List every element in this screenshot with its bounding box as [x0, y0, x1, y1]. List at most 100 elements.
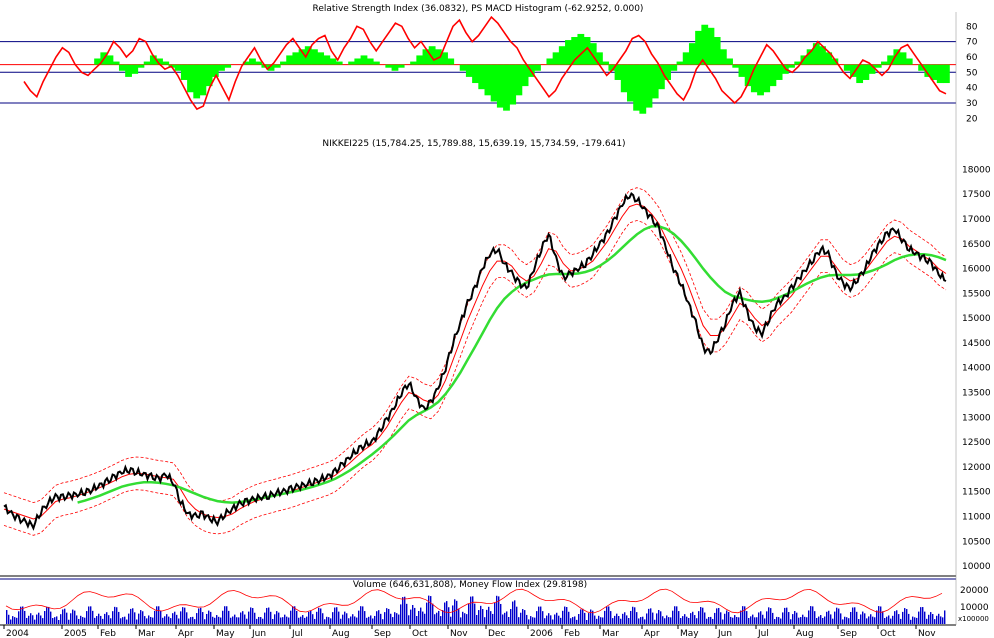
price-tick-label: 13000 — [962, 413, 991, 423]
volume-bar — [342, 614, 344, 624]
volume-bar — [62, 609, 64, 624]
volume-bar — [748, 617, 750, 624]
volume-bar — [266, 607, 268, 624]
histogram-bar — [695, 30, 702, 65]
price-tick-label: 16000 — [962, 265, 991, 275]
volume-bar — [540, 606, 542, 624]
volume-bar — [34, 619, 36, 624]
volume-bar — [508, 616, 510, 624]
volume-bar — [696, 618, 698, 624]
volume-bar — [798, 617, 800, 624]
volume-bar — [226, 606, 228, 624]
volume-bar — [166, 614, 168, 624]
volume-bar — [706, 618, 708, 624]
rsi-tick-label: 70 — [966, 38, 978, 48]
volume-bar — [94, 617, 96, 624]
histogram-bar — [156, 58, 163, 65]
histogram-bar — [304, 46, 312, 65]
price-tick-label: 15000 — [962, 314, 991, 324]
volume-bar — [160, 610, 162, 624]
volume-bar — [898, 614, 900, 624]
histogram-bar — [137, 64, 145, 68]
histogram-bar — [280, 61, 287, 65]
volume-bar — [534, 617, 536, 624]
volume-bar — [610, 611, 612, 624]
volume-bar — [222, 610, 224, 624]
volume-bar — [552, 619, 554, 624]
volume-bar — [434, 614, 436, 624]
volume-bar — [506, 611, 508, 624]
volume-bar — [232, 616, 234, 624]
rsi-tick-label: 50 — [966, 68, 978, 78]
volume-bar — [36, 614, 38, 624]
volume-bar — [616, 613, 618, 624]
volume-bar — [114, 606, 116, 624]
price-tick-label: 14000 — [962, 364, 991, 374]
histogram-bar — [620, 64, 628, 93]
volume-bar — [606, 606, 608, 624]
histogram-bar — [106, 55, 114, 65]
volume-bar — [100, 615, 102, 624]
histogram-bar — [329, 58, 337, 65]
histogram-bar — [434, 49, 442, 65]
histogram-bar — [571, 37, 579, 65]
volume-tick-label: 20000 — [960, 586, 989, 596]
volume-bar — [258, 616, 260, 624]
histogram-bar — [211, 64, 219, 77]
histogram-bar — [639, 64, 647, 114]
volume-bar — [722, 619, 724, 624]
volume-bar — [896, 610, 898, 624]
price-close-line — [3, 191, 947, 531]
volume-bar — [330, 618, 332, 624]
money-flow-index-line — [5, 588, 943, 614]
histogram-bar — [428, 46, 436, 65]
histogram-bar — [478, 64, 486, 90]
volume-bar — [526, 614, 528, 624]
volume-bar — [60, 614, 62, 624]
histogram-bar — [881, 61, 888, 65]
volume-bar — [116, 607, 118, 624]
volume-bar — [942, 617, 944, 624]
volume-bar — [842, 619, 844, 624]
volume-bar — [158, 606, 160, 624]
volume-bar — [604, 610, 606, 624]
volume-bar — [788, 612, 790, 624]
x-tick-label: Oct — [880, 629, 896, 638]
volume-bar — [502, 614, 504, 624]
volume-bar — [230, 617, 232, 624]
volume-bar — [428, 595, 430, 624]
volume-bar — [760, 611, 762, 624]
volume-bar — [800, 617, 802, 624]
histogram-bar — [775, 64, 783, 80]
volume-bar — [346, 613, 348, 624]
rsi-tick-label: 80 — [966, 22, 978, 32]
price-panel: NIKKEI225 (15,784.25, 15,789.88, 15,639.… — [3, 139, 991, 572]
histogram-bar — [143, 61, 151, 65]
histogram-bar — [372, 61, 380, 65]
volume-bar — [124, 616, 126, 624]
volume-bar — [758, 612, 760, 624]
histogram-bar — [943, 64, 950, 84]
volume-bar — [864, 613, 866, 624]
volume-bar — [214, 617, 216, 624]
histogram-bar — [676, 61, 684, 65]
volume-bar — [80, 615, 82, 624]
volume-bar — [68, 619, 70, 624]
volume-bar — [654, 619, 656, 624]
volume-bar — [452, 605, 454, 624]
volume-bar — [386, 608, 388, 624]
x-tick-label: 2004 — [6, 629, 29, 638]
volume-bar — [84, 617, 86, 624]
volume-bar — [854, 607, 856, 624]
histogram-bar — [546, 58, 554, 65]
volume-bar — [850, 611, 852, 624]
volume-bar — [544, 618, 546, 624]
volume-bar — [750, 616, 752, 624]
x-tick-label: May — [680, 629, 699, 638]
volume-bar — [198, 608, 200, 624]
volume-bar — [538, 606, 540, 624]
volume-bar — [690, 613, 692, 624]
x-tick-label: Sep — [840, 629, 857, 638]
volume-bar — [70, 613, 72, 624]
